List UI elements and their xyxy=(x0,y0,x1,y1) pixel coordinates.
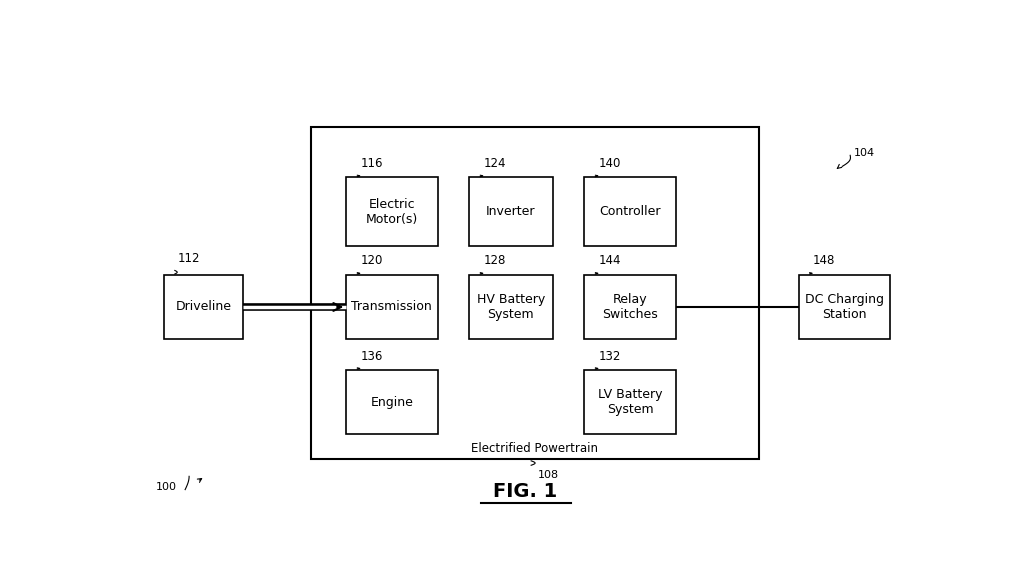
Text: 108: 108 xyxy=(538,470,559,480)
Text: Inverter: Inverter xyxy=(486,205,536,218)
Text: 132: 132 xyxy=(599,350,621,363)
Text: 136: 136 xyxy=(360,350,383,363)
Text: 128: 128 xyxy=(483,254,506,267)
Text: Driveline: Driveline xyxy=(175,301,231,313)
Text: 116: 116 xyxy=(360,157,383,170)
Text: HV Battery
System: HV Battery System xyxy=(477,293,545,321)
Text: 148: 148 xyxy=(813,254,836,267)
FancyBboxPatch shape xyxy=(469,178,553,246)
FancyBboxPatch shape xyxy=(346,178,437,246)
FancyBboxPatch shape xyxy=(346,275,437,339)
Text: 100: 100 xyxy=(157,482,177,492)
FancyBboxPatch shape xyxy=(469,275,553,339)
Text: 124: 124 xyxy=(483,157,506,170)
Text: 140: 140 xyxy=(599,157,621,170)
FancyBboxPatch shape xyxy=(585,370,676,434)
FancyBboxPatch shape xyxy=(164,275,243,339)
Text: Transmission: Transmission xyxy=(351,301,432,313)
Text: 112: 112 xyxy=(178,252,201,265)
Text: Electric
Motor(s): Electric Motor(s) xyxy=(366,198,418,226)
Text: 144: 144 xyxy=(599,254,622,267)
Text: Electrified Powertrain: Electrified Powertrain xyxy=(471,442,598,455)
FancyBboxPatch shape xyxy=(799,275,890,339)
Text: DC Charging
Station: DC Charging Station xyxy=(805,293,884,321)
FancyBboxPatch shape xyxy=(346,370,437,434)
Text: LV Battery
System: LV Battery System xyxy=(598,388,663,416)
Text: Engine: Engine xyxy=(371,396,414,409)
Text: 120: 120 xyxy=(360,254,383,267)
Text: Controller: Controller xyxy=(599,205,660,218)
Text: FIG. 1: FIG. 1 xyxy=(493,482,557,501)
FancyBboxPatch shape xyxy=(585,178,676,246)
FancyBboxPatch shape xyxy=(310,126,759,459)
FancyBboxPatch shape xyxy=(585,275,676,339)
Text: 104: 104 xyxy=(854,148,876,158)
Text: Relay
Switches: Relay Switches xyxy=(602,293,657,321)
